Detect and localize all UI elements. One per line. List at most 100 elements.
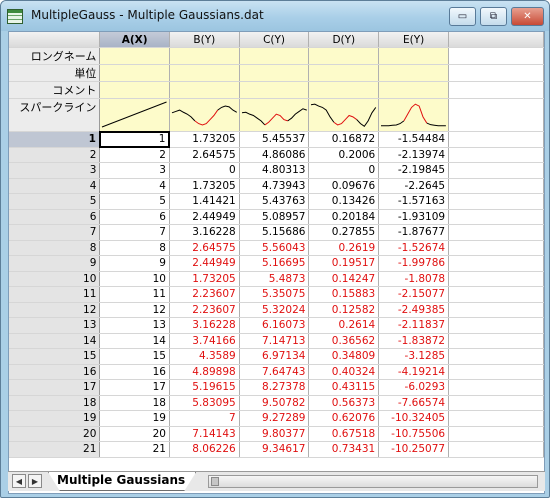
sparkline-e-cell[interactable] xyxy=(378,98,450,132)
cell-c[interactable]: 6.16073 xyxy=(239,317,310,334)
title-bar[interactable]: MultipleGauss - Multiple Gaussians.dat ▭… xyxy=(1,1,549,31)
cell-e[interactable]: -1.93109 xyxy=(378,209,450,225)
cell-d[interactable]: 0.40324 xyxy=(308,364,380,380)
cell-e[interactable]: -6.0293 xyxy=(378,379,450,396)
cell-c[interactable]: 4.80313 xyxy=(239,162,310,179)
cell-a[interactable]: 3 xyxy=(99,162,170,179)
column-header-c[interactable]: C(Y) xyxy=(239,32,310,48)
cell-e[interactable]: -3.1285 xyxy=(378,348,450,365)
cell-d[interactable]: 0.67518 xyxy=(308,426,380,442)
cell-a[interactable]: 15 xyxy=(99,348,170,365)
cell-c[interactable]: 5.43763 xyxy=(239,193,310,210)
cell-a[interactable]: 18 xyxy=(99,395,170,411)
cell-e[interactable]: -2.15077 xyxy=(378,286,450,303)
cell-c[interactable]: 4.86086 xyxy=(239,147,310,163)
cell-b[interactable]: 2.44949 xyxy=(169,209,240,225)
close-button[interactable]: ✕ xyxy=(511,7,544,26)
cell-c[interactable]: 5.32024 xyxy=(239,302,310,318)
cell-d[interactable]: 0.2006 xyxy=(308,147,380,163)
row-header[interactable]: 16 xyxy=(9,364,101,380)
meta-cell[interactable] xyxy=(378,81,450,99)
cell-e[interactable]: -1.83872 xyxy=(378,333,450,349)
cell-d[interactable]: 0.27855 xyxy=(308,224,380,241)
cell-b[interactable]: 4.89898 xyxy=(169,364,240,380)
cell-c[interactable]: 5.08957 xyxy=(239,209,310,225)
cell-b[interactable]: 8.06226 xyxy=(169,441,240,458)
column-header-e[interactable]: E(Y) xyxy=(378,32,450,48)
cell-e[interactable]: -7.66574 xyxy=(378,395,450,411)
meta-cell[interactable] xyxy=(239,64,310,82)
cell-c[interactable]: 7.64743 xyxy=(239,364,310,380)
cell-d[interactable]: 0.73431 xyxy=(308,441,380,458)
meta-cell[interactable] xyxy=(169,81,240,99)
meta-cell[interactable] xyxy=(99,81,170,99)
cell-b[interactable]: 2.44949 xyxy=(169,255,240,272)
scrollbar-thumb[interactable] xyxy=(211,477,219,486)
sheet-tab-multiple-gaussians[interactable]: Multiple Gaussians xyxy=(48,472,197,491)
horizontal-scrollbar[interactable] xyxy=(208,475,538,488)
column-header-b[interactable]: B(Y) xyxy=(169,32,240,48)
sparkline-c-cell[interactable] xyxy=(239,98,310,132)
cell-d[interactable]: 0.2614 xyxy=(308,317,380,334)
cell-e[interactable]: -2.2645 xyxy=(378,178,450,194)
cell-c[interactable]: 6.97134 xyxy=(239,348,310,365)
next-sheet-button[interactable]: ▶ xyxy=(28,474,42,488)
cell-e[interactable]: -1.54484 xyxy=(378,131,450,148)
sparkline-a-cell[interactable] xyxy=(99,98,170,132)
cell-e[interactable]: -10.32405 xyxy=(378,410,450,427)
meta-cell[interactable] xyxy=(169,47,240,65)
row-header[interactable]: 12 xyxy=(9,302,101,318)
cell-a[interactable]: 1 xyxy=(98,130,171,148)
cell-e[interactable]: -1.87677 xyxy=(378,224,450,241)
cell-b[interactable]: 4.3589 xyxy=(169,348,240,365)
row-header[interactable]: 21 xyxy=(9,441,101,458)
row-header[interactable]: 18 xyxy=(9,395,101,411)
cell-a[interactable]: 13 xyxy=(99,317,170,334)
meta-cell[interactable] xyxy=(378,47,450,65)
row-header[interactable]: 3 xyxy=(9,162,101,179)
meta-cell[interactable] xyxy=(99,64,170,82)
cell-d[interactable]: 0.2619 xyxy=(308,240,380,256)
cell-b[interactable]: 1.73205 xyxy=(169,271,240,287)
cell-c[interactable]: 7.14713 xyxy=(239,333,310,349)
cell-c[interactable]: 5.35075 xyxy=(239,286,310,303)
cell-b[interactable]: 5.19615 xyxy=(169,379,240,396)
cell-a[interactable]: 16 xyxy=(99,364,170,380)
row-header[interactable]: 5 xyxy=(9,193,101,210)
cell-e[interactable]: -10.25077 xyxy=(378,441,450,458)
cell-a[interactable]: 5 xyxy=(99,193,170,210)
cell-c[interactable]: 8.27378 xyxy=(239,379,310,396)
cell-d[interactable]: 0.16872 xyxy=(308,131,380,148)
cell-b[interactable]: 7.14143 xyxy=(169,426,240,442)
row-header[interactable]: 13 xyxy=(9,317,101,334)
row-header[interactable]: 19 xyxy=(9,410,101,427)
row-header[interactable]: 15 xyxy=(9,348,101,365)
meta-cell[interactable] xyxy=(239,47,310,65)
cell-a[interactable]: 8 xyxy=(99,240,170,256)
cell-a[interactable]: 7 xyxy=(99,224,170,241)
row-header[interactable]: 17 xyxy=(9,379,101,396)
cell-c[interactable]: 5.56043 xyxy=(239,240,310,256)
cell-d[interactable]: 0.15883 xyxy=(308,286,380,303)
cell-a[interactable]: 4 xyxy=(99,178,170,194)
row-header[interactable]: 7 xyxy=(9,224,101,241)
cell-d[interactable]: 0.19517 xyxy=(308,255,380,272)
row-header[interactable]: 20 xyxy=(9,426,101,442)
meta-cell[interactable] xyxy=(378,64,450,82)
cell-a[interactable]: 9 xyxy=(99,255,170,272)
cell-a[interactable]: 12 xyxy=(99,302,170,318)
cell-d[interactable]: 0.56373 xyxy=(308,395,380,411)
sparkline-d-cell[interactable] xyxy=(308,98,380,132)
cell-c[interactable]: 5.16695 xyxy=(239,255,310,272)
row-header[interactable]: 9 xyxy=(9,255,101,272)
cell-a[interactable]: 17 xyxy=(99,379,170,396)
cell-c[interactable]: 9.50782 xyxy=(239,395,310,411)
cell-e[interactable]: -2.49385 xyxy=(378,302,450,318)
minimize-button[interactable]: ▭ xyxy=(449,7,476,26)
cell-b[interactable]: 2.23607 xyxy=(169,286,240,303)
cell-e[interactable]: -1.52674 xyxy=(378,240,450,256)
cell-e[interactable]: -2.19845 xyxy=(378,162,450,179)
cell-d[interactable]: 0.43115 xyxy=(308,379,380,396)
cell-a[interactable]: 10 xyxy=(99,271,170,287)
cell-a[interactable]: 6 xyxy=(99,209,170,225)
